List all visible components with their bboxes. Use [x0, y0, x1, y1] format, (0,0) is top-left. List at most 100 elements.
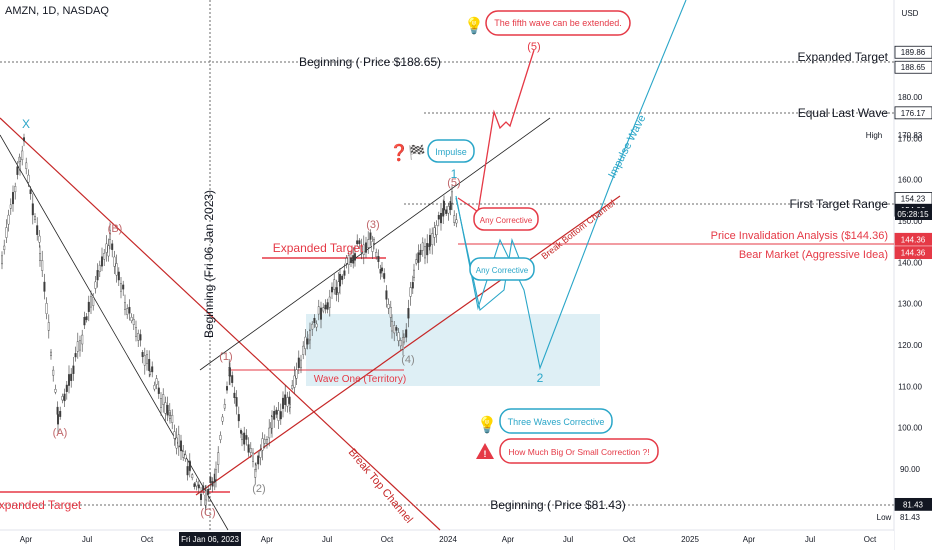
- candle-body: [395, 327, 398, 331]
- candle-body: [166, 404, 169, 416]
- candle-body: [151, 366, 154, 373]
- candle-body: [356, 240, 359, 245]
- candle-body: [9, 204, 12, 209]
- candle-body: [261, 438, 264, 451]
- price-tick-label: 180.00: [898, 93, 923, 102]
- candle-body: [219, 435, 222, 440]
- candle-body: [65, 384, 68, 392]
- candle-body: [27, 174, 30, 183]
- candle-body: [199, 493, 202, 500]
- time-tick-label: Apr: [261, 535, 274, 544]
- expanded-target-bottom-label: Expanded Target: [0, 498, 82, 512]
- price-tag: [894, 246, 932, 260]
- impulse-text: Impulse: [435, 147, 467, 157]
- price-tick-label: 110.00: [898, 382, 922, 391]
- candle-body: [179, 440, 182, 452]
- candle-body: [186, 466, 189, 476]
- wave-label-c: (C): [200, 507, 215, 519]
- candle-body: [98, 264, 101, 272]
- candle-body: [70, 373, 73, 381]
- candle-body: [39, 253, 42, 261]
- candle-body: [286, 397, 289, 407]
- candle-body: [130, 317, 133, 321]
- candle-body: [399, 340, 402, 347]
- candle-body: [204, 490, 207, 501]
- candle-body: [268, 427, 271, 439]
- candle-body: [29, 189, 32, 195]
- price-tick-label: 100.00: [898, 424, 923, 433]
- candle-body: [76, 341, 79, 352]
- countdown-text: 05:28:15: [897, 210, 929, 219]
- price-tag: [894, 497, 932, 511]
- candle-body: [153, 385, 156, 390]
- candle-body: [83, 317, 86, 326]
- candle-body: [435, 224, 438, 236]
- candle-body: [282, 397, 285, 409]
- time-axis-labels: Apr Jul Oct Fri Jan 06, 2023 Apr Jul Oct 2024 Ap…: [20, 532, 877, 546]
- currency-label[interactable]: USD: [902, 9, 919, 18]
- beginning-vertical-label: Beginning (Fri 06 Jan 2023): [202, 190, 216, 338]
- candle-body: [302, 345, 305, 355]
- candle-body: [103, 252, 106, 260]
- candle-body: [426, 243, 429, 256]
- candle-body: [184, 454, 187, 459]
- candle-body: [243, 432, 246, 445]
- candle-body: [193, 483, 196, 487]
- price-tick-label: 120.00: [898, 341, 923, 350]
- candle-body: [433, 227, 436, 238]
- candle-body: [393, 325, 396, 334]
- wave-one-territory-box[interactable]: [306, 314, 600, 386]
- candle-body: [31, 203, 34, 216]
- wave-label-5-target: (5): [527, 41, 540, 53]
- candle-body: [126, 308, 129, 315]
- candle-body: [148, 358, 151, 371]
- candle-body: [67, 374, 70, 386]
- candle-body: [317, 306, 320, 315]
- candle-body: [211, 481, 214, 487]
- candle-body: [231, 375, 234, 383]
- price-axis[interactable]: [894, 0, 932, 550]
- rising-channel-top: [199, 117, 551, 371]
- candle-body: [72, 365, 75, 374]
- candle-body: [451, 191, 454, 204]
- candle-body: [389, 307, 392, 318]
- crosshair-date-tag: [179, 532, 241, 546]
- candle-body: [365, 242, 368, 253]
- candle-body: [288, 396, 291, 404]
- candle-body: [409, 287, 412, 297]
- candlesticks: [1, 133, 458, 515]
- bullish-projection: [457, 49, 535, 214]
- lightbulb-blue-icon: 💡: [477, 415, 497, 434]
- candle-body: [223, 403, 226, 409]
- candle-body: [440, 212, 443, 224]
- candle-body: [47, 322, 50, 331]
- candle-body: [188, 462, 191, 467]
- price-axis-labels: 90.00 100.00 110.00 120.00 130.00 140.00 150.0…: [898, 93, 923, 474]
- candle-body: [249, 448, 252, 453]
- candle-body: [279, 411, 282, 420]
- candle-body: [111, 243, 114, 250]
- candle-body: [122, 284, 125, 290]
- symbol-title[interactable]: AMZN, 1D, NASDAQ: [5, 5, 109, 17]
- candle-body: [191, 474, 194, 479]
- price-tag: [894, 45, 932, 59]
- candle-body: [197, 484, 200, 489]
- candle-body: [148, 371, 151, 375]
- wave-one-territory-label: Wave One (Territory): [314, 374, 406, 385]
- callouts[interactable]: The fifth wave can be extended. 💡 Impuls…: [389, 10, 659, 464]
- candle-body: [34, 216, 37, 220]
- candle-body: [237, 414, 240, 422]
- time-tick-label: Jul: [82, 535, 92, 544]
- time-tick-label: Apr: [502, 535, 515, 544]
- candle-body: [429, 234, 432, 247]
- candle-body: [36, 225, 39, 235]
- fifth-wave-text: The fifth wave can be extended.: [494, 18, 622, 28]
- expanded-target-top-label: Expanded Target: [797, 50, 888, 64]
- beginning-bottom-label: Beginning ( Price $81.43): [490, 498, 625, 512]
- rising-channel-bottom: [195, 195, 621, 496]
- candle-body: [300, 359, 303, 369]
- fifth-wave-callout: [485, 10, 631, 36]
- candle-body: [94, 281, 97, 289]
